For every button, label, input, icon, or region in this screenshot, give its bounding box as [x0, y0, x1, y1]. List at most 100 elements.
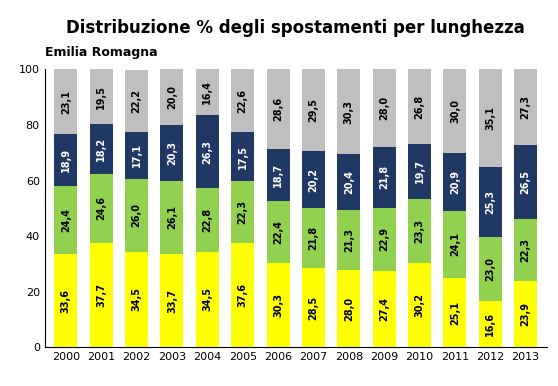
Bar [125, 70, 148, 132]
Bar [161, 181, 184, 254]
Text: 17,5: 17,5 [238, 145, 248, 169]
Bar [373, 271, 396, 347]
Text: 27,4: 27,4 [379, 297, 389, 321]
Text: 37,7: 37,7 [96, 283, 106, 307]
Bar [125, 132, 148, 179]
Text: 18,7: 18,7 [273, 163, 283, 187]
Bar [161, 254, 184, 347]
Bar [408, 69, 431, 144]
Text: 24,4: 24,4 [61, 208, 71, 232]
Text: Distribuzione % degli spostamenti per lunghezza: Distribuzione % degli spostamenti per lu… [66, 19, 525, 37]
Bar [373, 208, 396, 271]
Bar [514, 69, 537, 146]
Text: 22,6: 22,6 [238, 89, 248, 113]
Bar [267, 149, 290, 201]
Bar [514, 281, 537, 347]
Text: 35,1: 35,1 [485, 106, 496, 130]
Text: 22,3: 22,3 [521, 238, 531, 262]
Text: 28,0: 28,0 [379, 96, 389, 120]
Text: 23,3: 23,3 [415, 219, 425, 243]
Bar [302, 268, 325, 347]
Text: 28,5: 28,5 [309, 296, 319, 320]
Bar [337, 210, 360, 269]
Bar [161, 69, 184, 125]
Text: 21,8: 21,8 [309, 226, 319, 250]
Text: 20,3: 20,3 [167, 141, 177, 165]
Text: 27,3: 27,3 [521, 95, 531, 119]
Bar [267, 263, 290, 347]
Bar [302, 151, 325, 208]
Bar [231, 243, 254, 347]
Text: 23,0: 23,0 [485, 257, 496, 281]
Text: 17,1: 17,1 [132, 144, 142, 168]
Text: 16,6: 16,6 [485, 312, 496, 336]
Bar [196, 252, 219, 347]
Bar [161, 125, 184, 181]
Text: 20,0: 20,0 [167, 85, 177, 109]
Text: 23,9: 23,9 [521, 302, 531, 326]
Text: 26,1: 26,1 [167, 205, 177, 229]
Text: 33,7: 33,7 [167, 289, 177, 313]
Bar [231, 69, 254, 132]
Text: Emilia Romagna: Emilia Romagna [45, 46, 157, 59]
Bar [231, 132, 254, 181]
Bar [479, 167, 502, 237]
Text: 26,0: 26,0 [132, 203, 142, 227]
Bar [196, 115, 219, 188]
Text: 16,4: 16,4 [203, 80, 213, 104]
Bar [444, 152, 466, 211]
Bar [196, 69, 219, 115]
Bar [444, 69, 466, 152]
Bar [90, 243, 113, 347]
Bar [231, 181, 254, 243]
Text: 18,9: 18,9 [61, 148, 71, 172]
Text: 22,9: 22,9 [379, 227, 389, 251]
Bar [337, 269, 360, 347]
Text: 26,8: 26,8 [415, 95, 425, 119]
Bar [54, 254, 78, 347]
Text: 22,2: 22,2 [132, 89, 142, 113]
Bar [267, 69, 290, 149]
Text: 24,6: 24,6 [96, 196, 106, 220]
Bar [373, 69, 396, 147]
Bar [408, 144, 431, 199]
Text: 28,0: 28,0 [344, 296, 354, 320]
Text: 34,5: 34,5 [203, 288, 213, 312]
Text: 20,9: 20,9 [450, 169, 460, 194]
Text: 37,6: 37,6 [238, 283, 248, 307]
Text: 25,3: 25,3 [485, 190, 496, 214]
Text: 22,3: 22,3 [238, 200, 248, 224]
Bar [373, 147, 396, 208]
Text: 30,2: 30,2 [415, 293, 425, 317]
Bar [479, 237, 502, 301]
Bar [90, 174, 113, 243]
Bar [125, 252, 148, 347]
Bar [302, 69, 325, 151]
Text: 30,0: 30,0 [450, 99, 460, 123]
Bar [514, 219, 537, 281]
Bar [444, 278, 466, 347]
Text: 19,7: 19,7 [415, 159, 425, 183]
Text: 30,3: 30,3 [344, 100, 354, 124]
Text: 22,4: 22,4 [273, 220, 283, 244]
Bar [408, 199, 431, 264]
Text: 29,5: 29,5 [309, 98, 319, 122]
Bar [337, 69, 360, 154]
Text: 30,3: 30,3 [273, 293, 283, 317]
Text: 20,2: 20,2 [309, 168, 319, 191]
Bar [444, 211, 466, 278]
Text: 33,6: 33,6 [61, 289, 71, 313]
Bar [479, 69, 502, 167]
Bar [90, 124, 113, 174]
Bar [125, 179, 148, 252]
Text: 34,5: 34,5 [132, 288, 142, 312]
Bar [54, 69, 78, 134]
Text: 24,1: 24,1 [450, 232, 460, 256]
Text: 22,8: 22,8 [203, 208, 213, 232]
Bar [479, 301, 502, 347]
Text: 28,6: 28,6 [273, 97, 283, 121]
Text: 21,8: 21,8 [379, 165, 389, 190]
Text: 23,1: 23,1 [61, 90, 71, 113]
Text: 18,2: 18,2 [96, 137, 106, 161]
Text: 20,4: 20,4 [344, 170, 354, 194]
